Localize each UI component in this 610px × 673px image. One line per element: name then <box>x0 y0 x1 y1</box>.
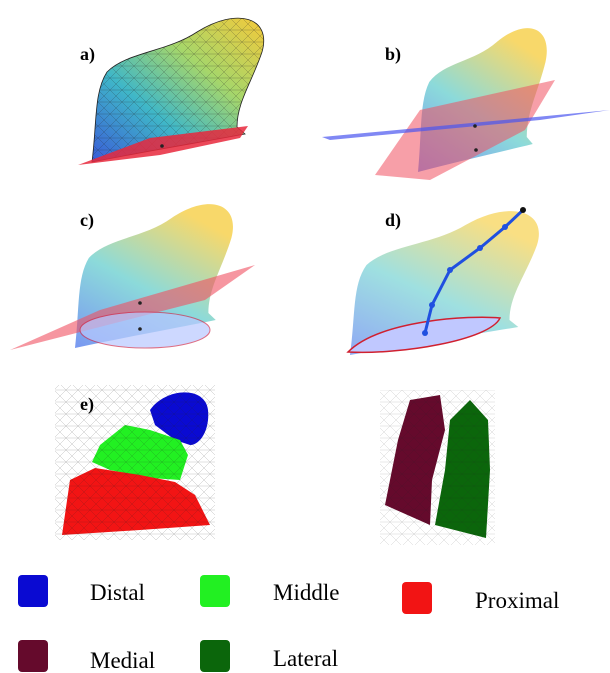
legend-label: Medial <box>90 648 155 673</box>
panel-e: e) <box>55 385 495 545</box>
panel-label: b) <box>385 44 401 65</box>
panel-a: a) <box>78 18 264 165</box>
legend-label: Lateral <box>273 646 338 671</box>
legend: Distal Middle Proximal Medial Lateral <box>18 575 559 673</box>
legend-label: Distal <box>90 580 145 605</box>
legend-swatch <box>18 640 48 672</box>
legend-swatch <box>200 640 230 672</box>
panel-b: b) <box>322 28 610 180</box>
legend-swatch <box>402 582 432 614</box>
legend-swatch <box>18 575 48 607</box>
panel-d: d) <box>348 207 539 355</box>
panel-label: d) <box>385 210 401 231</box>
legend-label: Proximal <box>475 588 559 613</box>
legend-swatch <box>200 575 230 607</box>
legend-label: Middle <box>273 580 339 605</box>
figure: a) b) c) d) e) DistalMiddleP <box>0 0 610 673</box>
panel-label: c) <box>80 210 94 231</box>
panel-c: c) <box>10 204 255 350</box>
panel-label: e) <box>80 394 94 415</box>
panel-label: a) <box>80 44 95 65</box>
